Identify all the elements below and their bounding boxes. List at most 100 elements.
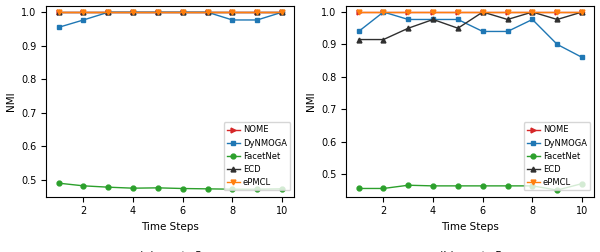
FacetNet (104, 186, 112, 189)
ECD (104, 11, 112, 14)
Y-axis label: NMI: NMI (5, 91, 16, 111)
Line: DyNMOGA: DyNMOGA (356, 10, 584, 60)
X-axis label: Time Steps: Time Steps (142, 222, 199, 232)
ePMCL (254, 11, 261, 14)
NOME (154, 11, 161, 14)
ePMCL (430, 11, 437, 14)
ECD (278, 11, 286, 14)
FacetNet (229, 188, 236, 191)
NOME (204, 11, 211, 14)
FacetNet (380, 187, 387, 190)
FacetNet (55, 182, 62, 185)
ePMCL (179, 11, 187, 14)
ePMCL (204, 11, 211, 14)
ECD (254, 11, 261, 14)
FacetNet (204, 187, 211, 190)
DyNMOGA (55, 26, 62, 29)
Legend: NOME, DyNMOGA, FacetNet, ECD, ePMCL: NOME, DyNMOGA, FacetNet, ECD, ePMCL (524, 122, 590, 191)
DyNMOGA (80, 18, 87, 21)
DyNMOGA (578, 56, 586, 59)
NOME (504, 11, 511, 14)
NOME (454, 11, 461, 14)
DyNMOGA (130, 11, 137, 14)
Line: ePMCL: ePMCL (356, 10, 584, 14)
DyNMOGA (179, 11, 187, 14)
ECD (404, 27, 412, 30)
NOME (179, 11, 187, 14)
ECD (504, 18, 511, 21)
ePMCL (130, 11, 137, 14)
DyNMOGA (355, 30, 362, 33)
NOME (80, 11, 87, 14)
ECD (479, 11, 487, 14)
ePMCL (154, 11, 161, 14)
FacetNet (529, 184, 536, 187)
NOME (554, 11, 561, 14)
ECD (204, 11, 211, 14)
Text: (a)  zout=3: (a) zout=3 (139, 250, 202, 252)
ECD (130, 11, 137, 14)
NOME (355, 11, 362, 14)
FacetNet (430, 184, 437, 187)
ECD (554, 18, 561, 21)
X-axis label: Time Steps: Time Steps (442, 222, 499, 232)
DyNMOGA (254, 18, 261, 21)
Line: NOME: NOME (356, 10, 584, 14)
DyNMOGA (278, 11, 286, 14)
DyNMOGA (380, 11, 387, 14)
FacetNet (80, 184, 87, 187)
DyNMOGA (204, 11, 211, 14)
ePMCL (380, 11, 387, 14)
FacetNet (278, 187, 286, 190)
ECD (454, 27, 461, 30)
ePMCL (479, 11, 487, 14)
FacetNet (130, 187, 137, 190)
NOME (578, 11, 586, 14)
Line: ECD: ECD (356, 10, 584, 42)
Legend: NOME, DyNMOGA, FacetNet, ECD, ePMCL: NOME, DyNMOGA, FacetNet, ECD, ePMCL (224, 122, 290, 191)
Y-axis label: NMI: NMI (305, 91, 316, 111)
ECD (430, 18, 437, 21)
NOME (130, 11, 137, 14)
ePMCL (104, 11, 112, 14)
DyNMOGA (454, 18, 461, 21)
DyNMOGA (404, 18, 412, 21)
DyNMOGA (104, 11, 112, 14)
ePMCL (80, 11, 87, 14)
NOME (479, 11, 487, 14)
ECD (154, 11, 161, 14)
Line: ECD: ECD (56, 10, 284, 15)
FacetNet (179, 187, 187, 190)
DyNMOGA (479, 30, 487, 33)
NOME (229, 11, 236, 14)
DyNMOGA (229, 18, 236, 21)
ePMCL (355, 11, 362, 14)
ECD (355, 38, 362, 41)
ePMCL (578, 11, 586, 14)
DyNMOGA (154, 11, 161, 14)
ePMCL (504, 11, 511, 14)
FacetNet (355, 187, 362, 190)
FacetNet (578, 182, 586, 185)
FacetNet (554, 188, 561, 192)
FacetNet (254, 188, 261, 191)
ECD (80, 11, 87, 14)
ePMCL (404, 11, 412, 14)
NOME (254, 11, 261, 14)
ePMCL (55, 11, 62, 14)
Line: ePMCL: ePMCL (56, 10, 284, 15)
ePMCL (529, 11, 536, 14)
ECD (529, 11, 536, 14)
ECD (380, 38, 387, 41)
NOME (104, 11, 112, 14)
NOME (404, 11, 412, 14)
DyNMOGA (504, 30, 511, 33)
ePMCL (278, 11, 286, 14)
Line: FacetNet: FacetNet (56, 181, 284, 192)
ePMCL (229, 11, 236, 14)
ECD (179, 11, 187, 14)
Line: FacetNet: FacetNet (356, 181, 584, 193)
FacetNet (454, 184, 461, 187)
DyNMOGA (430, 18, 437, 21)
ePMCL (554, 11, 561, 14)
